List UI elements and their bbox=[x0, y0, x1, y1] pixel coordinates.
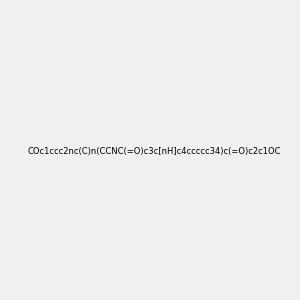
Text: COc1ccc2nc(C)n(CCNC(=O)c3c[nH]c4ccccc34)c(=O)c2c1OC: COc1ccc2nc(C)n(CCNC(=O)c3c[nH]c4ccccc34)… bbox=[27, 147, 280, 156]
